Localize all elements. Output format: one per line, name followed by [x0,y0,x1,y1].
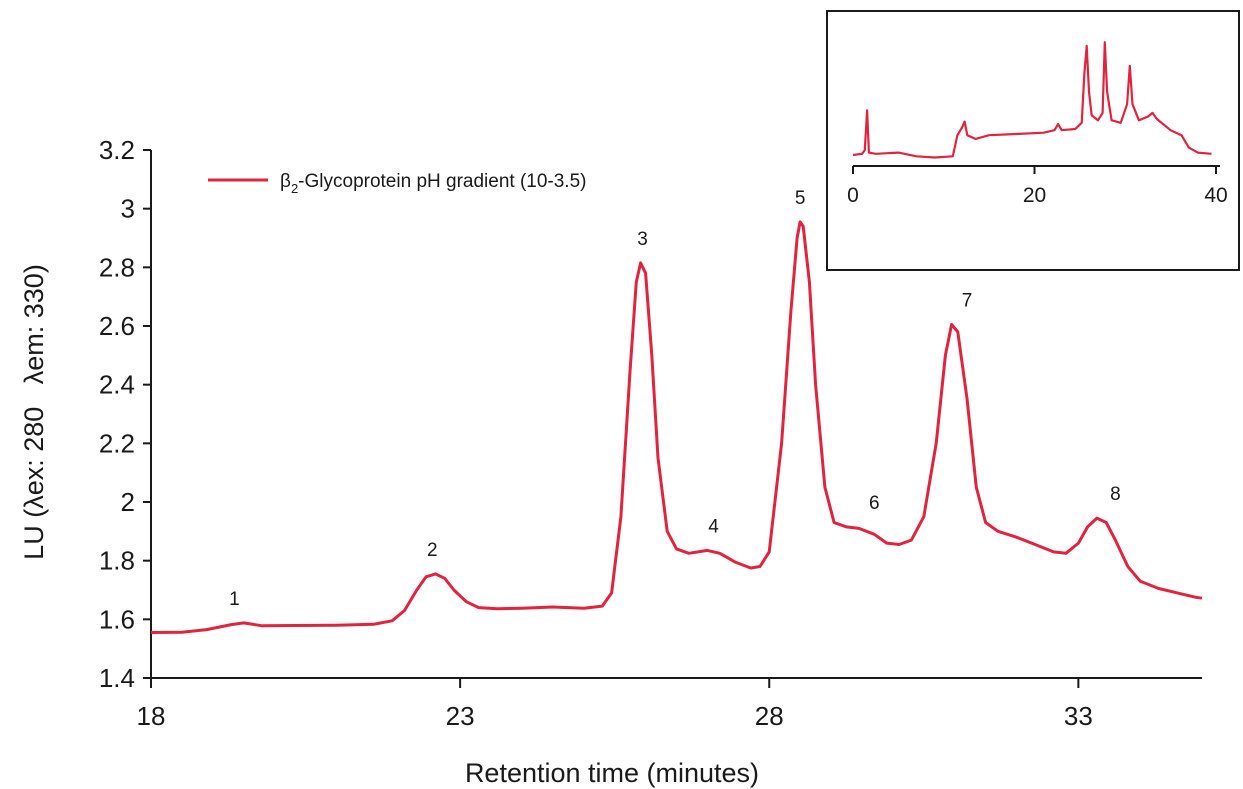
inset-series-line [852,41,1212,159]
y-tick-label: 2 [121,487,135,517]
y-axis-title: LU (λex: 280 λem: 330) [19,264,49,560]
inset-chart: 0 20 40 [826,10,1240,271]
y-tick-label: 3 [121,194,135,224]
legend-label-prefix: β [280,171,291,192]
peak-label: 4 [708,516,719,537]
x-tick-label: 33 [1064,701,1093,731]
peak-label: 7 [962,291,973,312]
y-tick-label: 2.2 [99,428,135,458]
y-ticks: 1.4 1.6 1.8 2 2.2 2.4 2.6 2.8 3 3.2 [99,135,151,693]
legend-label: β2-Glycoprotein pH gradient (10-3.5) [280,171,586,196]
y-tick-label: 3.2 [99,135,135,165]
inset-frame [826,10,1240,271]
peak-label: 1 [229,589,240,610]
y-tick-label: 1.8 [99,546,135,576]
inset-x-tick-label: 0 [847,184,859,207]
peak-label: 6 [869,493,880,514]
peak-label: 8 [1110,484,1121,505]
peak-label: 5 [795,188,806,209]
y-tick-label: 1.6 [99,604,135,634]
x-ticks: 18 23 28 33 [137,678,1093,731]
y-tick-label: 2.4 [99,370,135,400]
peak-label: 3 [637,229,648,250]
y-tick-label: 2.6 [99,311,135,341]
legend-label-suffix: -Glycoprotein pH gradient (10-3.5) [298,171,586,192]
inset-x-tick-label: 40 [1204,184,1227,207]
y-tick-label: 1.4 [99,663,135,693]
x-tick-label: 18 [137,701,166,731]
peak-label: 2 [427,540,438,561]
legend-label-subscript: 2 [291,181,298,196]
peak-labels: 1 2 3 4 5 6 7 8 [229,188,1121,610]
x-axis-title: Retention time (minutes) [465,758,759,788]
legend: β2-Glycoprotein pH gradient (10-3.5) [208,171,586,196]
series-line [150,220,1203,634]
inset-x-tick-label: 20 [1023,184,1046,207]
y-tick-label: 2.8 [99,252,135,282]
x-tick-label: 23 [446,701,475,731]
inset-x-ticks: 0 20 40 [847,166,1228,207]
x-tick-label: 28 [755,701,784,731]
main-axes [150,150,1202,679]
